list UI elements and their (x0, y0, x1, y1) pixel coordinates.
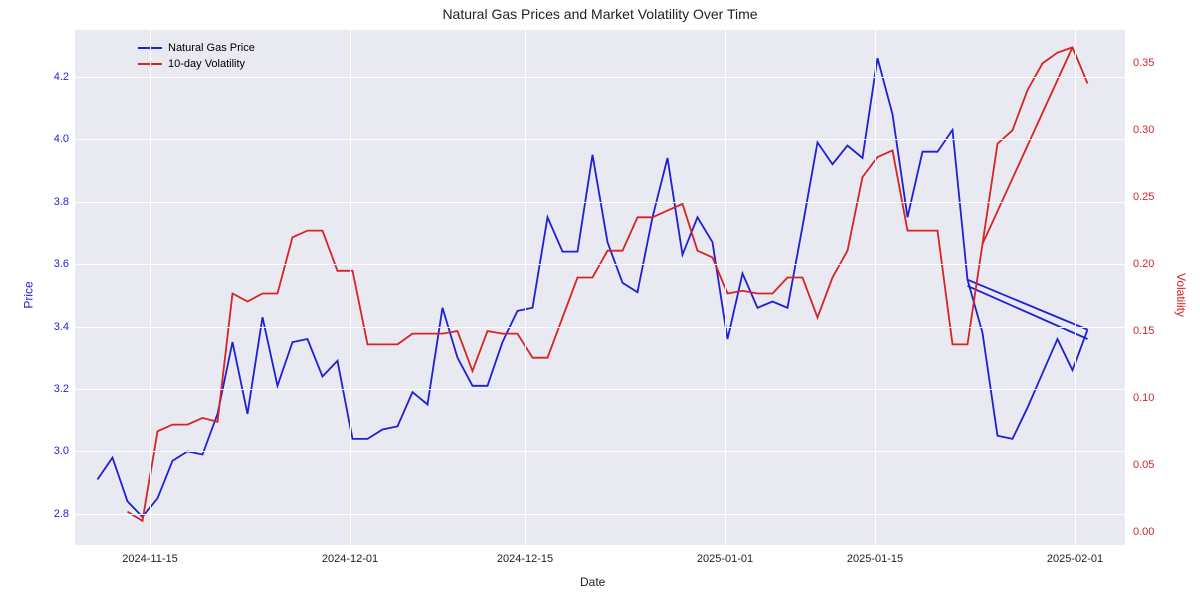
series-extra-segment (968, 286, 1088, 339)
y-left-tick-label: 3.0 (29, 445, 69, 457)
series-extra-segment (968, 280, 1088, 330)
grid-line-horizontal (75, 514, 1125, 515)
grid-line-vertical (1075, 30, 1076, 545)
legend: Natural Gas Price 10-day Volatility (138, 40, 255, 72)
series-line (128, 47, 1088, 521)
chart-title: Natural Gas Prices and Market Volatility… (0, 6, 1200, 22)
y-axis-right-label: Volatility (1174, 272, 1188, 316)
grid-line-vertical (875, 30, 876, 545)
y-right-tick-label: 0.05 (1133, 459, 1173, 471)
legend-label: Natural Gas Price (168, 42, 255, 54)
legend-item: Natural Gas Price (138, 40, 255, 56)
x-axis-label: Date (580, 575, 605, 589)
y-left-tick-label: 2.8 (29, 508, 69, 520)
grid-line-horizontal (75, 327, 1125, 328)
grid-line-horizontal (75, 139, 1125, 140)
x-tick-label: 2025-01-15 (847, 553, 903, 565)
y-left-tick-label: 3.6 (29, 258, 69, 270)
y-right-tick-label: 0.30 (1133, 124, 1173, 136)
y-right-tick-label: 0.15 (1133, 325, 1173, 337)
x-tick-label: 2024-12-15 (497, 553, 553, 565)
grid-line-horizontal (75, 202, 1125, 203)
series-line (98, 58, 1088, 517)
y-right-tick-label: 0.00 (1133, 526, 1173, 538)
x-tick-label: 2024-12-01 (322, 553, 378, 565)
grid-line-vertical (525, 30, 526, 545)
grid-line-horizontal (75, 389, 1125, 390)
plot-area: Natural Gas Price 10-day Volatility (75, 30, 1125, 545)
chart-svg (75, 30, 1125, 545)
y-axis-left-label: Price (22, 281, 36, 308)
grid-line-horizontal (75, 451, 1125, 452)
y-right-tick-label: 0.20 (1133, 258, 1173, 270)
x-tick-label: 2025-02-01 (1047, 553, 1103, 565)
y-left-tick-label: 4.2 (29, 71, 69, 83)
grid-line-horizontal (75, 77, 1125, 78)
y-left-tick-label: 3.8 (29, 196, 69, 208)
legend-label: 10-day Volatility (168, 58, 245, 70)
legend-item: 10-day Volatility (138, 56, 255, 72)
grid-line-vertical (150, 30, 151, 545)
y-left-tick-label: 4.0 (29, 133, 69, 145)
y-right-tick-label: 0.35 (1133, 57, 1173, 69)
y-left-tick-label: 3.2 (29, 383, 69, 395)
y-right-tick-label: 0.25 (1133, 191, 1173, 203)
y-right-tick-label: 0.10 (1133, 392, 1173, 404)
grid-line-vertical (725, 30, 726, 545)
grid-line-vertical (350, 30, 351, 545)
chart-container: Natural Gas Prices and Market Volatility… (0, 0, 1200, 600)
grid-line-horizontal (75, 264, 1125, 265)
y-left-tick-label: 3.4 (29, 321, 69, 333)
x-tick-label: 2024-11-15 (122, 553, 177, 565)
x-tick-label: 2025-01-01 (697, 553, 753, 565)
